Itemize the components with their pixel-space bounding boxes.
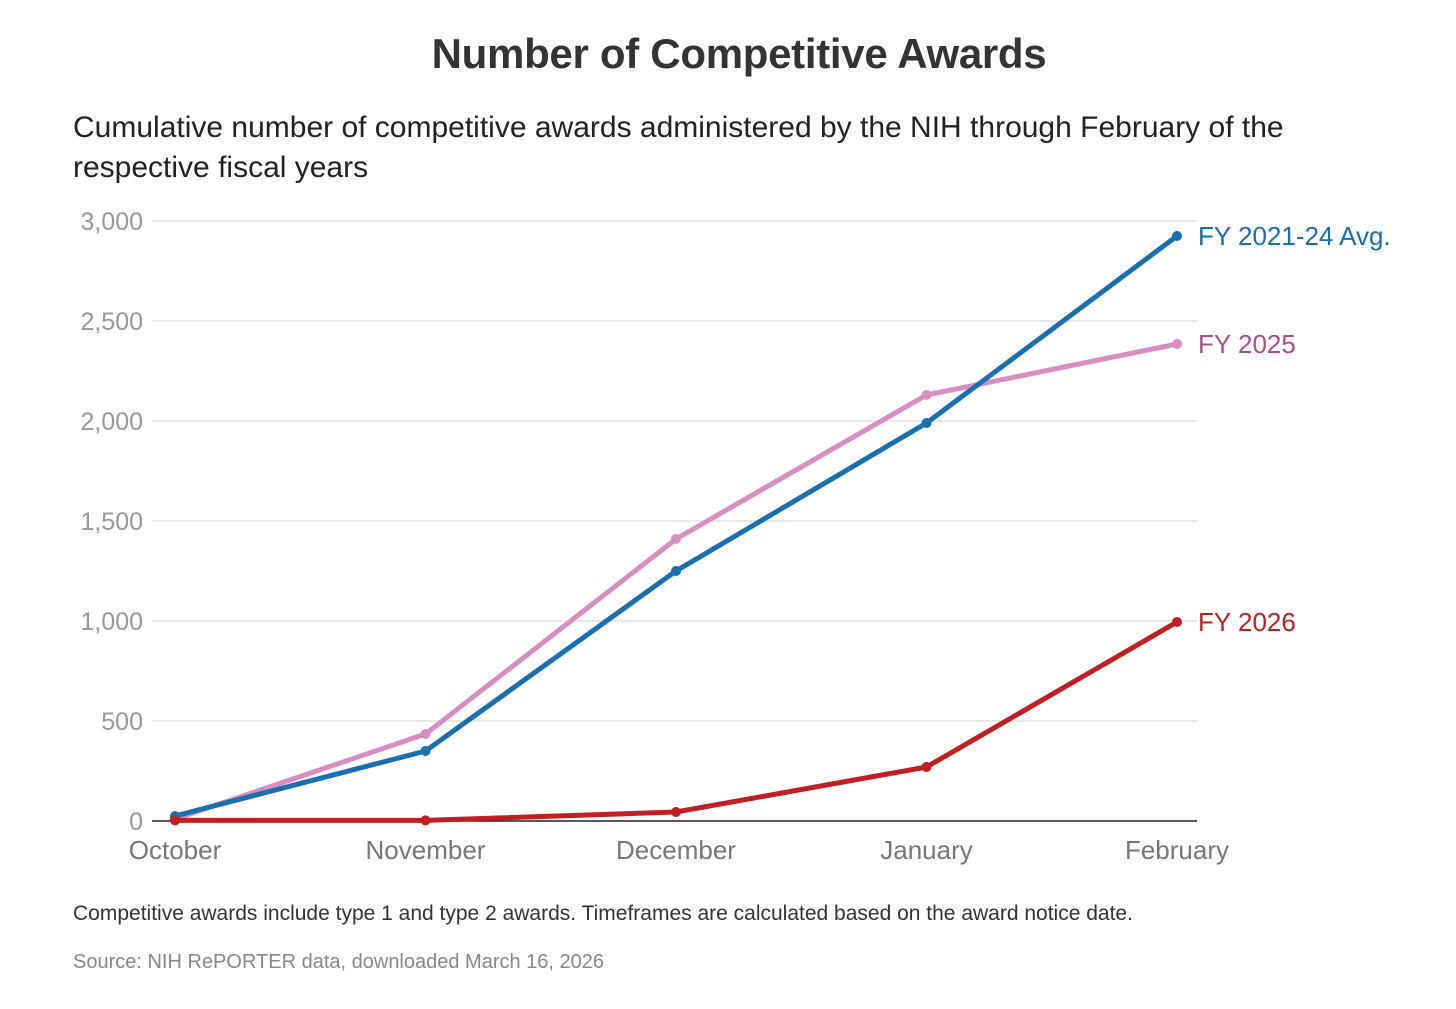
x-tick-label: October: [129, 835, 222, 865]
series-label: FY 2026: [1198, 607, 1296, 637]
data-point: [671, 807, 681, 817]
x-tick-label: December: [616, 835, 736, 865]
y-tick-label: 2,500: [80, 308, 143, 336]
x-tick-label: January: [880, 835, 973, 865]
y-tick-label: 0: [129, 808, 143, 836]
y-tick-label: 3,000: [80, 208, 143, 236]
data-point: [1172, 617, 1182, 627]
data-point: [921, 418, 932, 428]
data-point: [420, 729, 431, 739]
data-point: [671, 566, 681, 576]
y-tick-label: 1,500: [80, 508, 143, 536]
data-point: [170, 815, 180, 826]
data-point: [671, 534, 681, 544]
gridlines: [152, 220, 1197, 722]
chart-source: Source: NIH RePORTER data, downloaded Ma…: [73, 951, 605, 973]
y-axis-ticks: 0 500 1,000 1,500 2,000 2,500 3,000: [80, 208, 143, 836]
x-tick-label: February: [1125, 835, 1229, 865]
y-tick-label: 2,000: [80, 408, 143, 436]
series-line: [172, 341, 1180, 822]
series-lines: [170, 231, 1182, 826]
data-point: [1172, 231, 1182, 241]
data-point: [921, 390, 932, 400]
data-point: [420, 746, 431, 756]
data-point: [420, 815, 431, 826]
series-label: FY 2025: [1198, 329, 1296, 359]
chart-title: Number of Competitive Awards: [431, 30, 1047, 77]
series-label: FY 2021-24 Avg.: [1198, 221, 1391, 251]
y-tick-label: 1,000: [80, 608, 143, 636]
x-axis-ticks: October November December January February: [129, 835, 1229, 865]
data-point: [921, 762, 932, 772]
series-labels: FY 2021-24 Avg. FY 2025 FY 2026: [1198, 221, 1391, 637]
data-point: [1172, 339, 1182, 349]
chart-subtitle: Cumulative number of competitive awards …: [73, 111, 1284, 184]
series-line: [172, 233, 1180, 819]
y-tick-label: 500: [101, 708, 143, 736]
chart-note: Competitive awards include type 1 and ty…: [73, 902, 1133, 925]
x-tick-label: November: [366, 835, 486, 865]
